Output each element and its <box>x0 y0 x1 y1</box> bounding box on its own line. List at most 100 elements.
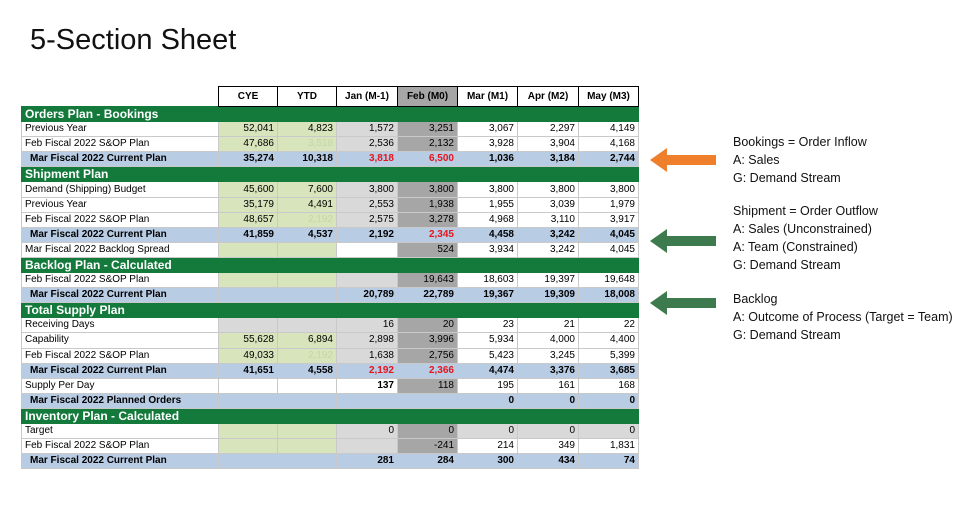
cell[interactable]: 3,818 <box>336 151 398 168</box>
row-label[interactable]: Feb Fiscal 2022 S&OP Plan <box>21 211 219 228</box>
cell[interactable]: 18,603 <box>457 272 518 289</box>
cell[interactable]: 1,638 <box>336 347 398 364</box>
cell[interactable]: 3,800 <box>578 181 639 198</box>
cell[interactable] <box>218 377 278 394</box>
col-header-ytd[interactable]: YTD <box>277 86 337 107</box>
cell[interactable] <box>277 422 337 440</box>
cell[interactable]: 19,397 <box>517 272 579 289</box>
cell[interactable] <box>336 272 398 289</box>
cell[interactable]: 161 <box>517 377 579 394</box>
cell[interactable] <box>277 287 337 304</box>
row-label[interactable]: Target <box>21 422 219 440</box>
cell[interactable]: 2,297 <box>517 121 579 138</box>
cell[interactable]: 2,345 <box>397 226 458 243</box>
col-header-jan[interactable]: Jan (M-1) <box>336 86 398 107</box>
cell[interactable]: 1,831 <box>578 438 639 455</box>
cell[interactable] <box>218 422 278 440</box>
cell[interactable]: 16 <box>336 317 398 334</box>
cell[interactable]: 281 <box>336 453 398 470</box>
cell[interactable]: 5,934 <box>457 332 518 349</box>
cell[interactable]: 3,685 <box>578 362 639 379</box>
cell[interactable]: 1,955 <box>457 196 518 213</box>
cell[interactable]: 48,657 <box>218 211 278 228</box>
cell[interactable]: 4,045 <box>578 226 639 243</box>
row-label[interactable]: Mar Fiscal 2022 Current Plan <box>21 151 219 168</box>
cell[interactable]: 5,423 <box>457 347 518 364</box>
cell[interactable]: 55,628 <box>218 332 278 349</box>
cell[interactable] <box>277 317 337 334</box>
row-label[interactable]: Feb Fiscal 2022 S&OP Plan <box>21 136 219 153</box>
cell[interactable]: 6,894 <box>277 332 337 349</box>
cell[interactable]: 2,366 <box>397 362 458 379</box>
cell[interactable] <box>218 453 278 470</box>
cell[interactable] <box>218 317 278 334</box>
cell[interactable]: 1,979 <box>578 196 639 213</box>
row-label[interactable]: Supply Per Day <box>21 377 219 394</box>
cell[interactable]: 4,000 <box>517 332 579 349</box>
row-label[interactable]: Mar Fiscal 2022 Backlog Spread <box>21 241 219 258</box>
cell[interactable]: 214 <box>457 438 518 455</box>
cell[interactable]: 4,045 <box>578 241 639 258</box>
cell[interactable] <box>218 438 278 455</box>
cell[interactable]: 3,242 <box>517 241 579 258</box>
cell[interactable]: 3,110 <box>517 211 579 228</box>
cell[interactable]: 3,928 <box>457 136 518 153</box>
cell[interactable] <box>336 241 398 258</box>
row-label[interactable]: Mar Fiscal 2022 Current Plan <box>21 453 219 470</box>
cell[interactable]: 74 <box>578 453 639 470</box>
cell[interactable]: 3,245 <box>517 347 579 364</box>
cell[interactable]: 2,132 <box>397 136 458 153</box>
row-label[interactable]: Feb Fiscal 2022 S&OP Plan <box>21 438 219 455</box>
cell[interactable] <box>277 272 337 289</box>
cell[interactable]: 2,756 <box>397 347 458 364</box>
cell[interactable]: 4,149 <box>578 121 639 138</box>
cell[interactable]: 3,996 <box>397 332 458 349</box>
row-label[interactable]: Feb Fiscal 2022 S&OP Plan <box>21 347 219 364</box>
cell[interactable]: 3,800 <box>336 181 398 198</box>
row-label[interactable]: Previous Year <box>21 121 219 138</box>
cell[interactable]: 168 <box>578 377 639 394</box>
cell[interactable] <box>277 377 337 394</box>
cell[interactable]: 2,192 <box>336 362 398 379</box>
cell[interactable]: 3,251 <box>397 121 458 138</box>
cell[interactable] <box>277 392 337 409</box>
cell[interactable]: 3,800 <box>517 181 579 198</box>
cell[interactable]: 2,575 <box>336 211 398 228</box>
cell[interactable] <box>277 438 337 455</box>
cell[interactable]: 3,800 <box>457 181 518 198</box>
cell[interactable]: 3,242 <box>517 226 579 243</box>
cell[interactable]: 3,376 <box>517 362 579 379</box>
row-label[interactable]: Receiving Days <box>21 317 219 334</box>
cell[interactable]: 4,968 <box>457 211 518 228</box>
cell[interactable]: 7,600 <box>277 181 337 198</box>
cell[interactable]: 3,518 <box>277 136 337 153</box>
cell[interactable]: 0 <box>578 422 639 440</box>
cell[interactable]: 524 <box>397 241 458 258</box>
col-header-may[interactable]: May (M3) <box>578 86 639 107</box>
cell[interactable]: 21 <box>517 317 579 334</box>
cell[interactable]: 434 <box>517 453 579 470</box>
cell[interactable]: -241 <box>397 438 458 455</box>
row-label[interactable]: Mar Fiscal 2022 Current Plan <box>21 287 219 304</box>
cell[interactable]: 0 <box>457 392 518 409</box>
cell[interactable]: 4,823 <box>277 121 337 138</box>
cell[interactable]: 3,067 <box>457 121 518 138</box>
row-label[interactable]: Demand (Shipping) Budget <box>21 181 219 198</box>
cell[interactable]: 45,600 <box>218 181 278 198</box>
cell[interactable]: 35,179 <box>218 196 278 213</box>
cell[interactable]: 18,008 <box>578 287 639 304</box>
cell[interactable]: 3,278 <box>397 211 458 228</box>
cell[interactable]: 20 <box>397 317 458 334</box>
cell[interactable]: 49,033 <box>218 347 278 364</box>
cell[interactable]: 5,399 <box>578 347 639 364</box>
cell[interactable]: 19,309 <box>517 287 579 304</box>
cell[interactable]: 0 <box>517 392 579 409</box>
cell[interactable]: 3,904 <box>517 136 579 153</box>
cell[interactable]: 3,800 <box>397 181 458 198</box>
cell[interactable]: 19,643 <box>397 272 458 289</box>
cell[interactable]: 349 <box>517 438 579 455</box>
cell[interactable]: 0 <box>397 422 458 440</box>
cell[interactable]: 4,474 <box>457 362 518 379</box>
cell[interactable]: 47,686 <box>218 136 278 153</box>
cell[interactable]: 4,491 <box>277 196 337 213</box>
